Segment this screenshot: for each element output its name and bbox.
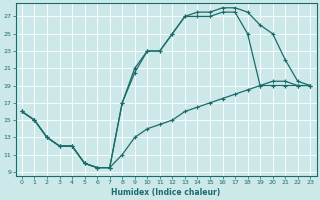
X-axis label: Humidex (Indice chaleur): Humidex (Indice chaleur) xyxy=(111,188,221,197)
